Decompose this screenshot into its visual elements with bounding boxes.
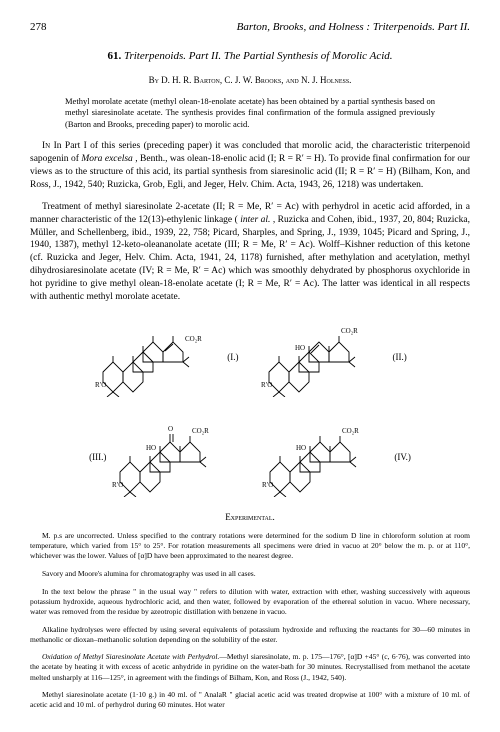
label-HO-3: HO — [146, 444, 156, 452]
molecule-I-svg: R′O CO₂R — [93, 317, 223, 397]
article-number: 61. — [107, 50, 121, 62]
chemical-structures: R′O CO₂R (I.) R′O HO CO₂R (II. — [30, 317, 470, 497]
p2-b: inter al. — [240, 215, 270, 225]
structure-IV: R′O HO CO₂R (IV.) — [260, 417, 411, 497]
paragraph-1: In In Part I of this series (preceding p… — [30, 140, 470, 191]
exp-p2: Savory and Moore's alumina for chromatog… — [30, 569, 470, 579]
exp-p1: M. p.s are uncorrected. Unless specified… — [30, 531, 470, 561]
p2-c: , Ruzicka and Cohen, ibid., 1937, 20, 80… — [30, 215, 470, 302]
label-HO-2: HO — [295, 344, 305, 352]
label-RO: R′O — [95, 381, 106, 389]
page-number: 278 — [30, 20, 47, 35]
exp-p6: Methyl siaresinolate acetate (1·10 g.) i… — [30, 690, 470, 710]
experimental-header: Experimental. — [30, 511, 470, 523]
label-CO2R-3: CO₂R — [192, 427, 209, 435]
label-CO2R-2: CO₂R — [341, 327, 358, 335]
exp-p5: Oxidation of Methyl Siaresinolate Acetat… — [30, 652, 470, 682]
structure-III: (III.) R′O HO O CO₂R — [89, 417, 240, 497]
exp-subhead: Oxidation of Methyl Siaresinolate Acetat… — [42, 652, 219, 661]
exp-p4: Alkaline hydrolyses were effected by usi… — [30, 625, 470, 645]
label-HO-4: HO — [296, 444, 306, 452]
authors: By D. H. R. Barton, C. J. W. Brooks, and… — [30, 74, 470, 86]
label-RO-2: R′O — [261, 381, 272, 389]
structure-label-IV: (IV.) — [394, 451, 411, 463]
running-title: Barton, Brooks, and Holness : Triterpeno… — [237, 20, 470, 35]
abstract: Methyl morolate acetate (methyl olean-18… — [65, 96, 435, 130]
molecule-IV-svg: R′O HO CO₂R — [260, 417, 390, 497]
molecule-II-svg: R′O HO CO₂R — [259, 317, 389, 397]
structure-label-II: (II.) — [393, 351, 407, 363]
label-RO-3: R′O — [112, 481, 123, 489]
paragraph-2: Treatment of methyl siaresinolate 2-acet… — [30, 201, 470, 304]
label-CO2R-4: CO₂R — [342, 427, 359, 435]
label-RO-4: R′O — [262, 481, 273, 489]
label-CO2R: CO₂R — [185, 335, 202, 343]
label-O-3: O — [168, 425, 173, 433]
page-header: 278 Barton, Brooks, and Holness : Triter… — [30, 20, 470, 35]
structure-label-III: (III.) — [89, 451, 106, 463]
structure-label-I: (I.) — [227, 351, 238, 363]
structure-I: R′O CO₂R (I.) — [93, 317, 238, 397]
title-main: Triterpenoids. Part II. The Partial Synt… — [124, 50, 393, 62]
molecule-III-svg: R′O HO O CO₂R — [110, 417, 240, 497]
exp-p3: In the text below the phrase " in the us… — [30, 587, 470, 617]
structure-II: R′O HO CO₂R (II.) — [259, 317, 407, 397]
article-title: 61. Triterpenoids. Part II. The Partial … — [30, 49, 470, 64]
p1-b: Mora excelsa — [81, 154, 133, 164]
